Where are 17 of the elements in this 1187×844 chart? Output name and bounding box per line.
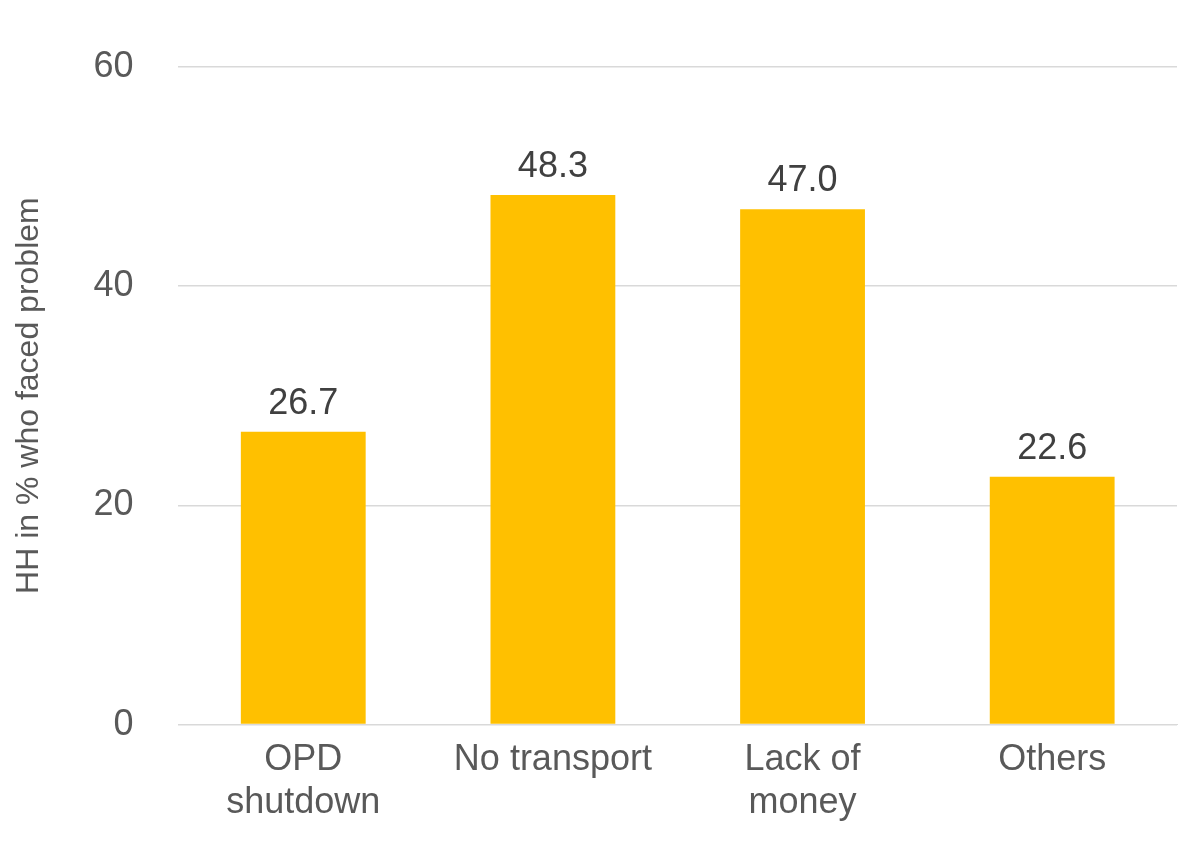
data-label: 47.0 — [767, 158, 838, 200]
x-tick-label: Lack of money — [744, 737, 862, 822]
y-tick-label: 20 — [93, 482, 134, 524]
data-label: 48.3 — [517, 143, 588, 185]
bar — [240, 431, 366, 724]
x-tick-label: Others — [998, 737, 1107, 779]
bar — [490, 194, 616, 724]
x-tick-label: No transport — [453, 737, 652, 779]
bar — [989, 476, 1115, 724]
y-axis-title: HH in % who faced problem — [9, 197, 46, 594]
data-label: 22.6 — [1017, 425, 1088, 467]
x-tick-label: OPD shutdown — [226, 737, 381, 822]
bar — [740, 209, 865, 724]
y-tick-label: 60 — [93, 43, 134, 85]
y-tick-label: 40 — [93, 262, 134, 304]
data-label: 26.7 — [268, 380, 339, 422]
y-tick-label: 0 — [113, 701, 134, 743]
